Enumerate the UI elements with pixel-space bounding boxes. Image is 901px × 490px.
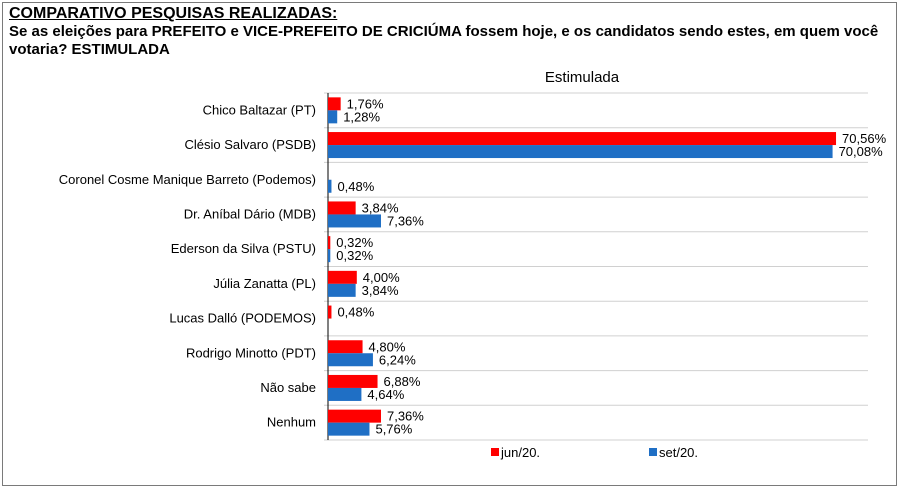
bar-set — [328, 214, 381, 228]
bar-set — [328, 422, 370, 436]
category-label: Rodrigo Minotto (PDT) — [186, 345, 316, 360]
data-label: 4,64% — [367, 387, 404, 402]
page-title: COMPARATIVO PESQUISAS REALIZADAS: — [9, 5, 338, 22]
data-label: 0,48% — [337, 305, 374, 320]
grid-lines — [324, 92, 868, 441]
bar-jun — [328, 305, 332, 319]
bar-jun — [328, 132, 837, 146]
bar-set — [328, 145, 833, 159]
survey-question: Se as eleições para PREFEITO e VICE-PREF… — [9, 23, 879, 58]
bar-jun — [328, 374, 378, 388]
data-label: 4,80% — [369, 339, 406, 354]
bar-set — [328, 179, 332, 193]
data-label: 5,76% — [375, 422, 412, 437]
category-label: Lucas Dalló (PODEMOS) — [169, 311, 316, 326]
bar-set — [328, 249, 331, 263]
data-label: 3,84% — [362, 283, 399, 298]
bar-jun — [328, 201, 356, 215]
data-label: 70,08% — [839, 144, 884, 159]
data-labels: 1,76%1,28%70,56%70,08%0,48%3,84%7,36%0,3… — [336, 96, 886, 436]
legend-label: jun/20. — [500, 445, 540, 460]
category-label: Não sabe — [260, 380, 316, 395]
bars — [328, 97, 837, 436]
bar-jun — [328, 340, 363, 354]
category-labels: Chico Baltazar (PT) Clésio Salvaro (PSDB)… — [59, 102, 316, 429]
bar-jun — [328, 236, 331, 250]
category-label: Nenhum — [267, 415, 316, 430]
bar-set — [328, 387, 362, 401]
category-label: Clésio Salvaro (PSDB) — [185, 137, 317, 152]
data-label: 4,00% — [363, 270, 400, 285]
bar-jun — [328, 409, 381, 423]
bar-set — [328, 353, 373, 367]
legend: jun/20. set/20. — [491, 445, 698, 460]
bar-set — [328, 283, 356, 297]
data-label: 0,48% — [337, 179, 374, 194]
legend-label: set/20. — [659, 445, 698, 460]
data-label: 7,36% — [387, 409, 424, 424]
bar-jun — [328, 97, 341, 111]
category-label: Chico Baltazar (PT) — [203, 102, 316, 117]
data-label: 0,32% — [336, 235, 373, 250]
data-label: 1,76% — [347, 96, 384, 111]
data-label: 1,28% — [343, 109, 380, 124]
data-label: 3,84% — [362, 200, 399, 215]
category-label: Júlia Zanatta (PL) — [213, 276, 316, 291]
chart-title: Estimulada — [545, 69, 620, 86]
legend-swatch — [649, 448, 657, 456]
category-label: Coronel Cosme Manique Barreto (Podemos) — [59, 172, 316, 187]
data-label: 0,32% — [336, 248, 373, 263]
data-label: 70,56% — [842, 131, 887, 146]
data-label: 6,24% — [379, 352, 416, 367]
legend-swatch — [491, 448, 499, 456]
category-label: Dr. Aníbal Dário (MDB) — [184, 206, 316, 221]
bar-set — [328, 110, 338, 124]
bar-jun — [328, 270, 357, 284]
category-label: Ederson da Silva (PSTU) — [171, 241, 316, 256]
header: COMPARATIVO PESQUISAS REALIZADAS: Se as … — [9, 4, 889, 59]
data-label: 7,36% — [387, 213, 424, 228]
data-label: 6,88% — [384, 374, 421, 389]
